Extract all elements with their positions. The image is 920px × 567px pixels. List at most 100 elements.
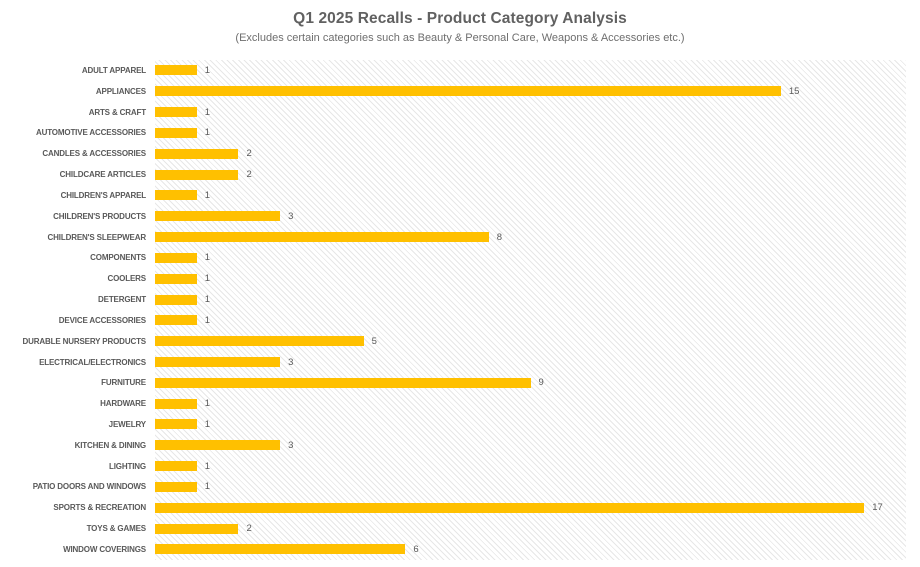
bar: [155, 398, 197, 409]
value-label: 1: [204, 460, 211, 472]
bar-row: 15: [155, 81, 906, 102]
value-label: 17: [872, 502, 883, 514]
bar: [155, 419, 197, 430]
bar-row: 5: [155, 331, 906, 352]
bar: [155, 232, 489, 243]
value-label: 1: [204, 273, 211, 285]
category-label: WINDOW COVERINGS: [63, 544, 146, 554]
bar-row: 1: [155, 414, 906, 435]
value-label: 3: [288, 356, 294, 368]
bar-row: 1: [155, 268, 906, 289]
bar: [155, 461, 197, 472]
bar: [155, 148, 239, 159]
chart-header: Q1 2025 Recalls - Product Category Analy…: [0, 0, 920, 58]
category-label: JEWELRY: [108, 419, 146, 429]
bar-row: 1: [155, 102, 906, 123]
value-label: 1: [204, 127, 211, 139]
category-label: PATIO DOORS AND WINDOWS: [32, 482, 146, 492]
value-label: 15: [788, 85, 800, 97]
value-label: 1: [204, 418, 211, 430]
bar: [155, 357, 281, 367]
bar: [155, 544, 406, 555]
bar: [155, 252, 197, 263]
bar-row: 1: [155, 185, 906, 206]
category-label: FURNITURE: [101, 378, 146, 388]
bar-row: 3: [155, 352, 906, 373]
value-label: 1: [204, 252, 211, 264]
bar-row: 8: [155, 227, 906, 248]
category-label: CANDLES & ACCESSORIES: [42, 149, 146, 159]
bar-row: 17: [155, 497, 906, 518]
category-label: COOLERS: [107, 274, 146, 284]
bar: [155, 169, 239, 180]
value-label: 2: [246, 148, 252, 160]
bar-row: 3: [155, 435, 906, 456]
bar: [155, 481, 197, 492]
value-label: 3: [288, 439, 294, 451]
category-label: ARTS & CRAFT: [88, 107, 146, 117]
bar-row: 9: [155, 372, 906, 393]
value-label: 5: [371, 335, 377, 347]
value-label: 1: [204, 314, 211, 326]
bar-row: 1: [155, 60, 906, 81]
category-label: ELECTRICAL/ELECTRONICS: [39, 357, 146, 367]
plot-area: 1 15 1 1 2 2 1 3 8 1 1 1 1 5 3 9 1 1 3 1 1 17 2 6: [155, 60, 906, 560]
bar-row: 1: [155, 247, 906, 268]
value-label: 8: [496, 231, 503, 243]
category-label: DEVICE ACCESSORIES: [58, 315, 146, 325]
category-label: LIGHTING: [108, 461, 146, 471]
category-labels: ADULT APPAREL APPLIANCES ARTS & CRAFT AUTOM…: [0, 60, 155, 560]
value-label: 9: [538, 377, 544, 389]
category-label: DURABLE NURSERY PRODUCTS: [22, 336, 146, 346]
value-label: 2: [246, 523, 252, 535]
bar: [155, 127, 197, 138]
bar: [155, 315, 197, 326]
bar-row: 2: [155, 518, 906, 539]
chart-body: ADULT APPAREL APPLIANCES ARTS & CRAFT AUTOM…: [0, 60, 920, 560]
value-label: 1: [204, 481, 211, 493]
category-label: TOYS & GAMES: [86, 524, 147, 534]
chart-subtitle: (Excludes certain categories such as Bea…: [235, 32, 685, 44]
bar: [155, 211, 281, 222]
bar: [155, 273, 197, 284]
bar-row: 1: [155, 456, 906, 477]
category-label: ADULT APPAREL: [81, 65, 146, 75]
value-label: 1: [204, 398, 211, 410]
bar: [155, 65, 197, 76]
category-label: CHILDREN'S APPAREL: [60, 190, 147, 200]
value-label: 1: [204, 64, 211, 76]
category-label: SPORTS & RECREATION: [53, 503, 146, 513]
category-label: CHILDCARE ARTICLES: [59, 170, 146, 180]
bar-row: 1: [155, 289, 906, 310]
category-label: HARDWARE: [100, 399, 146, 409]
chart-title: Q1 2025 Recalls - Product Category Analy…: [293, 10, 627, 27]
bar: [155, 502, 865, 513]
bar-row: 2: [155, 164, 906, 185]
category-label: DETERGENT: [98, 295, 146, 305]
bar: [155, 336, 364, 347]
bar-row: 6: [155, 539, 906, 560]
bar-row: 1: [155, 122, 906, 143]
bar: [155, 86, 781, 97]
category-label: CHILDREN'S SLEEPWEAR: [47, 232, 147, 242]
bar: [155, 440, 281, 451]
bar: [155, 190, 197, 201]
value-label: 1: [204, 106, 211, 118]
category-label: CHILDREN'S PRODUCTS: [53, 211, 146, 221]
bar-row: 1: [155, 393, 906, 414]
bar: [155, 294, 197, 305]
bar-row: 3: [155, 206, 906, 227]
bar-row: 2: [155, 143, 906, 164]
value-label: 1: [204, 294, 211, 306]
bar-row: 1: [155, 310, 906, 331]
bar-row: 1: [155, 477, 906, 498]
bar: [155, 523, 239, 534]
value-label: 2: [246, 169, 252, 181]
value-label: 1: [204, 189, 211, 201]
category-label: COMPONENTS: [90, 253, 146, 263]
category-label: APPLIANCES: [95, 86, 146, 96]
bar: [155, 377, 531, 388]
category-label: AUTOMOTIVE ACCESSORIES: [35, 128, 146, 138]
bar: [155, 107, 197, 118]
